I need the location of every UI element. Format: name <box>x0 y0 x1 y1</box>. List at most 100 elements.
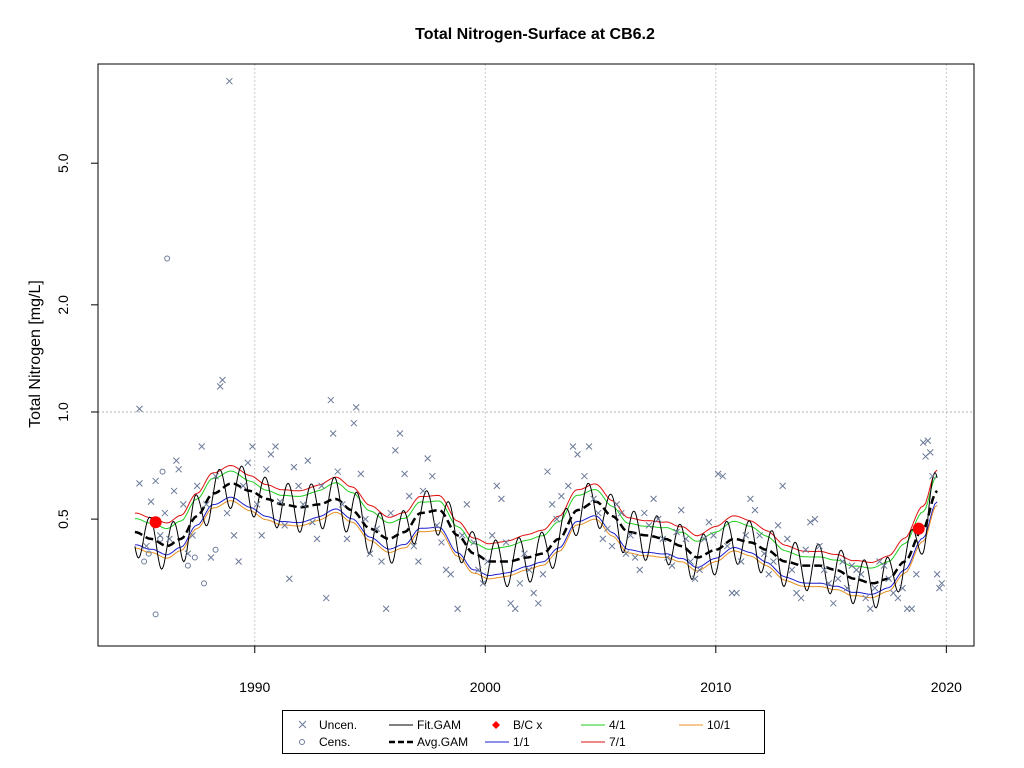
x-tick-label: 2010 <box>700 679 731 695</box>
x-tick-label: 2000 <box>470 679 501 695</box>
uncen-point <box>318 482 325 490</box>
uncen-point <box>899 584 906 592</box>
uncen-point <box>198 443 206 450</box>
uncen-point <box>631 554 639 561</box>
uncen-point <box>290 463 298 471</box>
data-points <box>136 77 946 618</box>
cens-point <box>152 611 159 618</box>
uncen-point <box>299 501 307 508</box>
uncen-point <box>919 439 927 446</box>
uncen-point <box>267 451 275 458</box>
uncen-point <box>696 566 704 574</box>
uncen-point <box>705 518 713 526</box>
uncen-point <box>424 455 432 462</box>
legend-key-jan1 <box>485 735 509 750</box>
uncen-point <box>166 535 173 543</box>
uncen-point <box>871 584 879 592</box>
uncen-point <box>216 383 224 390</box>
uncen-point <box>136 480 143 487</box>
legend-label-oct1: 10/1 <box>707 718 731 732</box>
legend-label-apr1: 4/1 <box>609 718 626 732</box>
cens-point <box>164 255 171 262</box>
uncen-point <box>530 589 538 597</box>
legend-label-fit: Fit.GAM <box>417 718 461 732</box>
uncen-point <box>594 509 602 517</box>
uncen-point <box>147 498 155 505</box>
cens-point <box>145 550 152 557</box>
uncen-point <box>779 482 787 490</box>
uncen-point <box>343 535 351 543</box>
uncen-point <box>569 443 577 450</box>
uncen-point <box>747 495 754 503</box>
uncen-point <box>783 535 791 543</box>
uncen-point <box>668 562 676 569</box>
uncen-point <box>447 570 455 578</box>
uncen-point <box>235 558 242 565</box>
uncen-point <box>366 550 374 557</box>
series-line-oct1 <box>134 500 938 599</box>
uncen-point <box>936 584 943 592</box>
uncen-point <box>136 405 143 413</box>
uncen-point <box>396 430 404 437</box>
uncen-point <box>788 566 796 574</box>
uncen-point <box>173 457 180 464</box>
uncen-point <box>700 535 708 543</box>
uncen-point <box>463 501 471 508</box>
y-tick-label: 5.0 <box>55 153 71 173</box>
uncen-point <box>924 437 932 445</box>
legend-key-fit <box>389 718 413 733</box>
uncen-point <box>622 550 630 557</box>
uncen-point <box>189 532 196 539</box>
uncen-point <box>544 468 551 475</box>
uncen-point <box>521 550 528 557</box>
uncen-point <box>765 570 773 578</box>
uncen-point <box>179 501 187 508</box>
legend-label-uncen: Uncen. <box>319 718 358 732</box>
chart-title: Total Nitrogen-Surface at CB6.2 <box>415 26 655 43</box>
legend-label-avg: Avg.GAM <box>417 735 469 749</box>
uncen-point <box>691 575 699 583</box>
uncen-point <box>574 451 581 458</box>
uncen-point <box>645 522 653 529</box>
uncen-point <box>410 542 418 550</box>
uncen-point <box>640 509 648 517</box>
uncen-point <box>548 501 556 508</box>
uncen-point <box>239 482 247 490</box>
uncen-point <box>405 492 413 500</box>
uncen-point <box>258 532 266 539</box>
uncen-point <box>285 575 293 583</box>
uncen-point <box>553 515 561 523</box>
uncen-point <box>143 542 150 550</box>
uncen-point <box>488 532 496 539</box>
cens-point <box>141 558 148 565</box>
uncen-point <box>608 542 616 550</box>
uncen-point <box>295 482 302 490</box>
legend-key-cens <box>291 735 315 750</box>
legend-key-avg <box>389 735 413 750</box>
avg-gam-line <box>134 482 939 585</box>
uncen-point <box>502 539 510 546</box>
uncen-point <box>479 579 487 587</box>
uncen-point <box>636 566 644 574</box>
uncen-point <box>304 457 312 464</box>
uncen-point <box>816 542 823 550</box>
uncen-point <box>511 605 519 613</box>
uncen-point <box>475 566 482 574</box>
uncen-point <box>908 605 916 613</box>
uncen-point <box>223 509 231 517</box>
uncen-point <box>627 532 634 539</box>
legend-label-bc: B/C x <box>513 718 543 732</box>
uncen-point <box>309 518 316 526</box>
uncen-point <box>339 501 346 508</box>
uncen-point <box>334 468 342 475</box>
uncen-point <box>152 477 159 485</box>
uncen-point <box>737 558 745 565</box>
uncen-point <box>687 558 694 565</box>
uncen-point <box>175 465 183 473</box>
grid-lines <box>254 64 947 646</box>
x-tick-label: 1990 <box>239 679 270 695</box>
uncen-point <box>885 575 893 583</box>
uncen-point <box>802 546 810 554</box>
uncen-point <box>262 465 270 473</box>
uncen-point <box>428 472 436 480</box>
